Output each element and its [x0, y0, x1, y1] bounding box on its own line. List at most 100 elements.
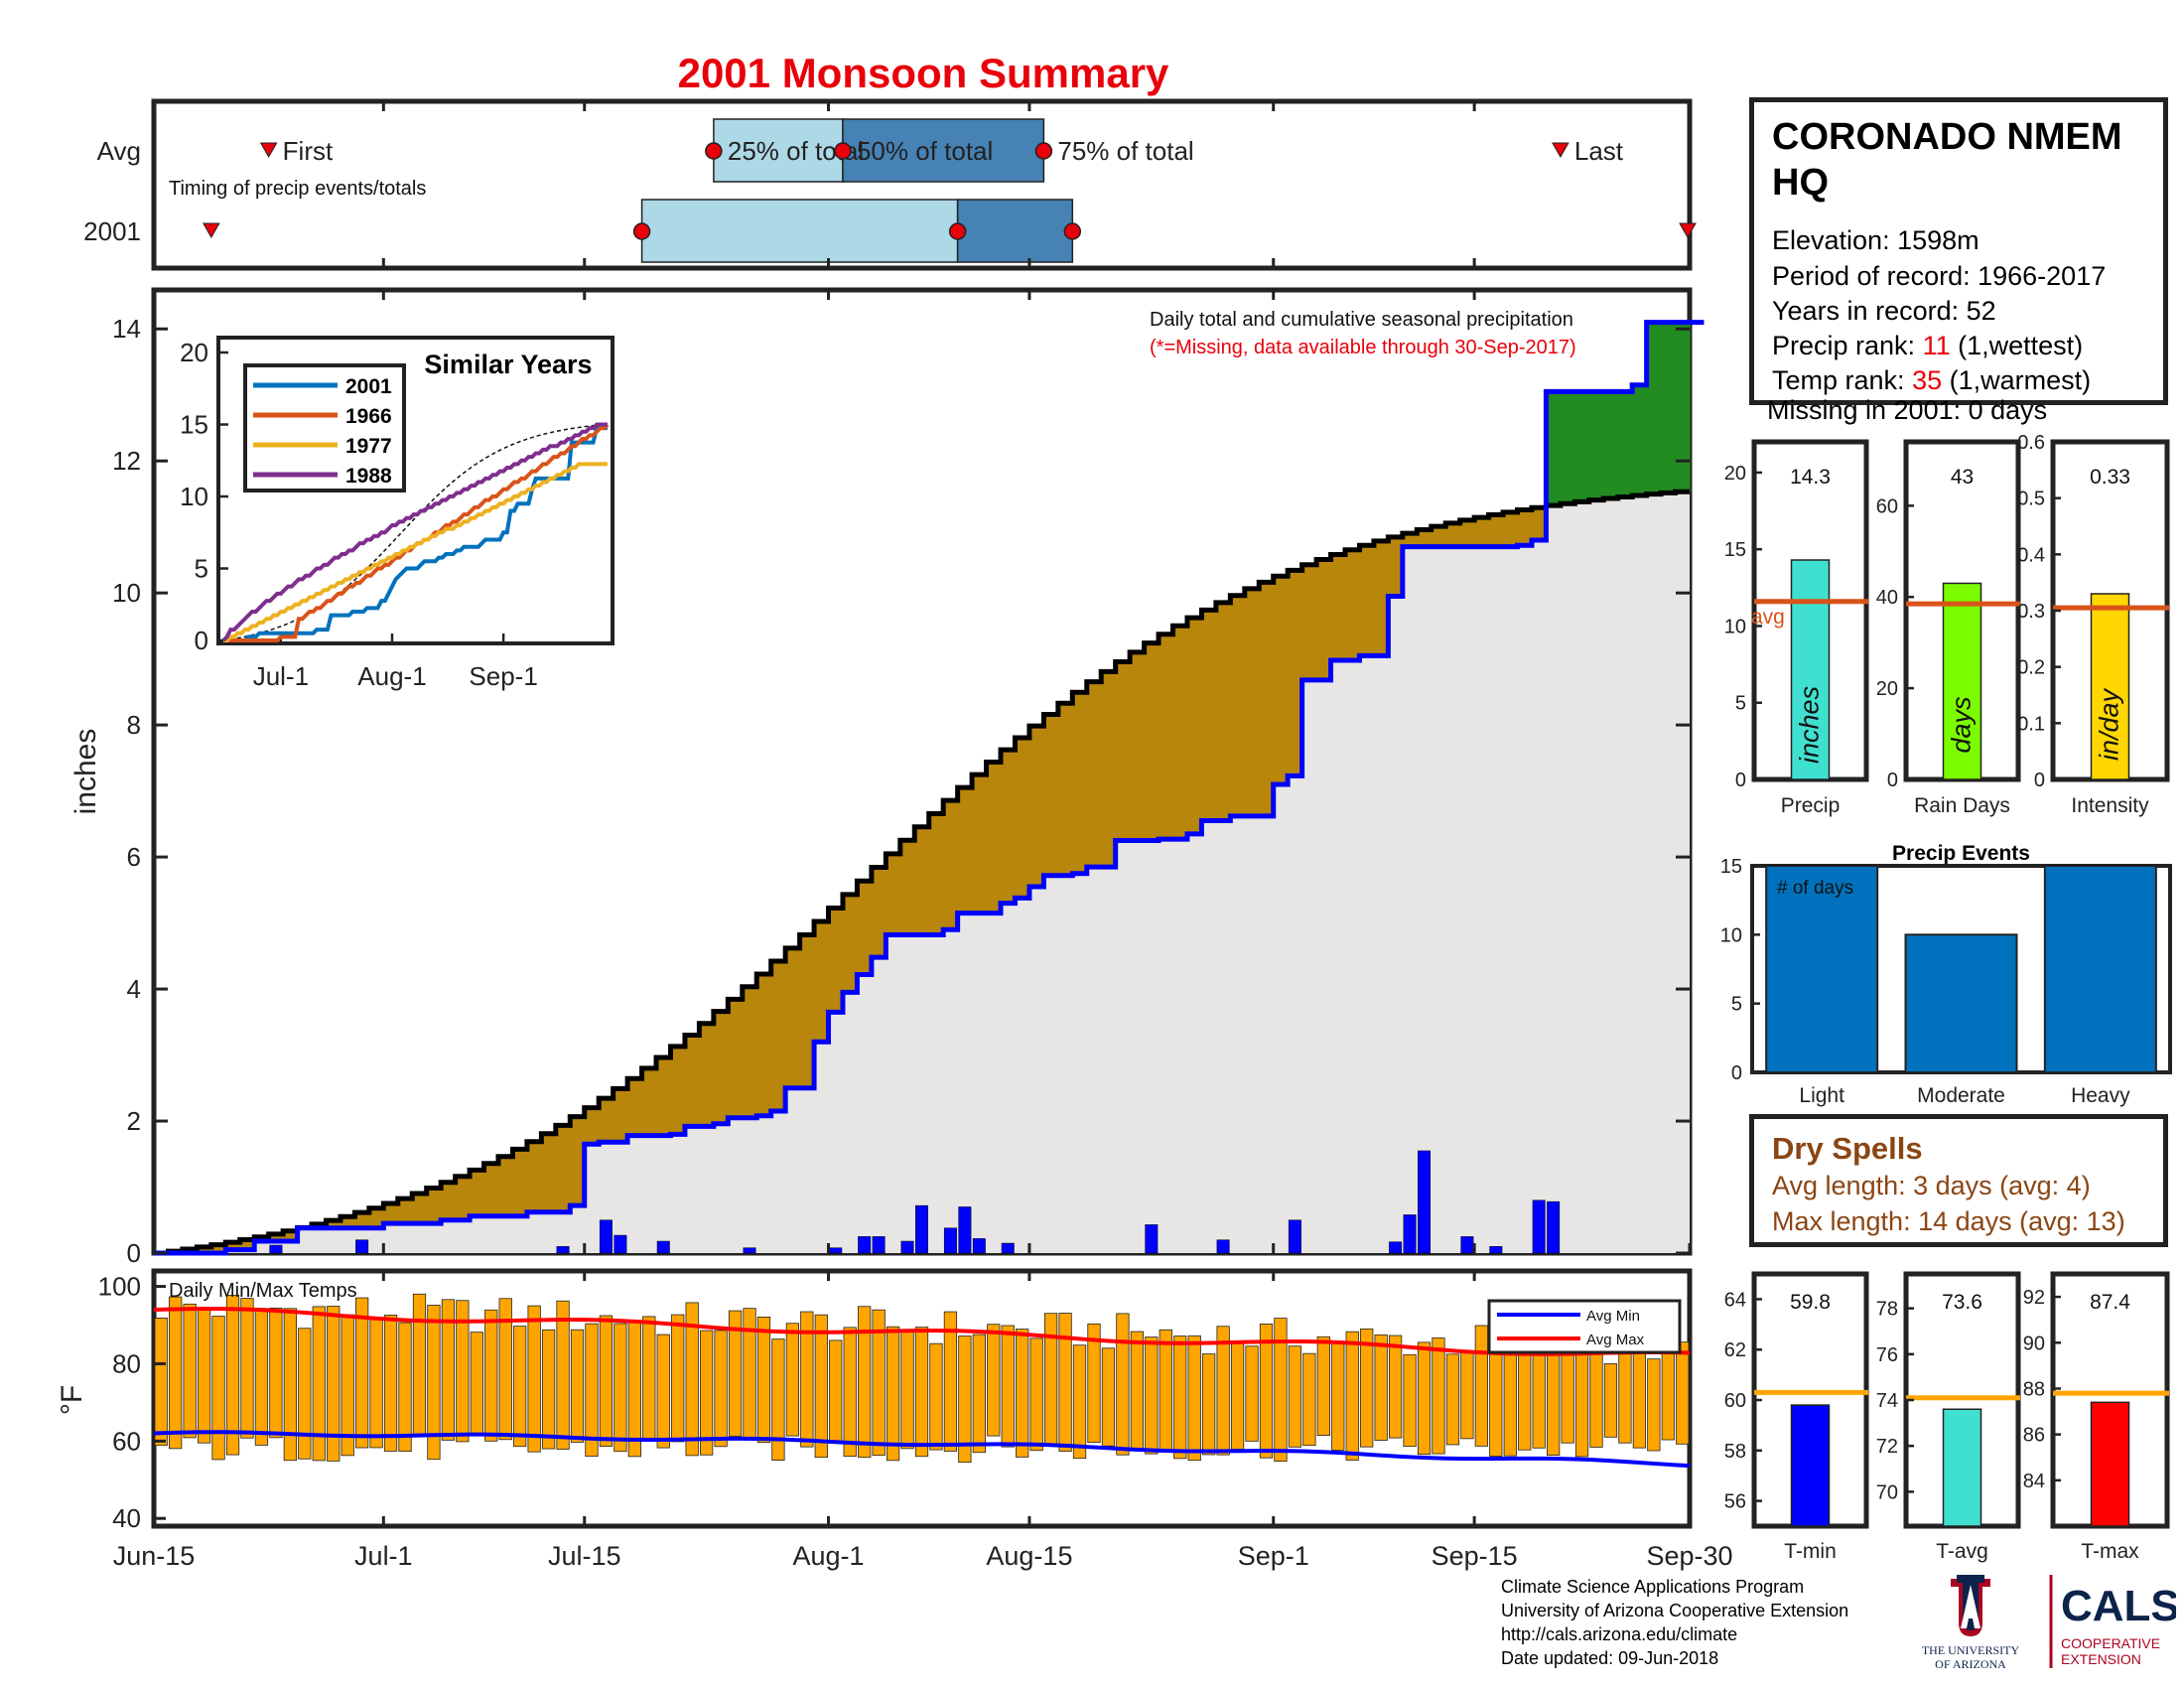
- precip-daily-bar-14: [355, 1239, 369, 1254]
- tavg-value-label: 73.6: [1942, 1291, 1982, 1314]
- tmax-bar: [2090, 1401, 2130, 1527]
- precip-diff-day-76: [1244, 588, 1260, 816]
- precip-bar: [1790, 559, 1831, 780]
- precip-events-xlabel-moderate: Moderate: [1917, 1084, 2005, 1107]
- precip-diff-day-15: [368, 1207, 384, 1228]
- temp-bar-day-11: [312, 1306, 326, 1462]
- temp-ylabel: °F: [56, 1385, 88, 1415]
- precip-diff-day-61: [1028, 726, 1044, 888]
- precip-diff-day-58: [986, 762, 1002, 914]
- temp-bar-day-70: [1159, 1329, 1172, 1452]
- temp-bar-day-20: [441, 1299, 456, 1441]
- temp-bar-day-91: [1460, 1349, 1474, 1440]
- intensity-value-label: 0.33: [2090, 466, 2130, 489]
- credits-line-1: Climate Science Applications Program: [1501, 1577, 1805, 1597]
- timing-2001-first-marker: [202, 222, 220, 239]
- timing-2001-marker-p25: [632, 222, 651, 240]
- rain_days-value-label: 43: [1951, 466, 1974, 489]
- temp-avg-max-line: [153, 1307, 1691, 1356]
- rain_days-ytick-label-0: 0: [1887, 770, 1898, 791]
- precip-daily-bar-88: [1418, 1150, 1432, 1254]
- temp-bar-day-2: [183, 1303, 197, 1439]
- timing-avg-marker-p75: [1034, 142, 1053, 160]
- intensity-ytick-label-6: 0.6: [2017, 432, 2045, 454]
- precip-diff-day-86: [1388, 536, 1404, 597]
- precip-diff-day-52: [899, 840, 915, 935]
- precip-events-ytick-label-0: 0: [1731, 1062, 1742, 1084]
- precip-diff-day-55: [943, 800, 959, 930]
- temp-bar-day-0: [154, 1317, 168, 1446]
- precip-diff-day-88: [1417, 529, 1433, 547]
- temp-bar-day-87: [1403, 1353, 1417, 1448]
- precip-diff-day-90: [1445, 522, 1461, 547]
- precip-diff-day-23: [483, 1163, 499, 1216]
- university-of-arizona-logo: THE UNIVERSITY OF ARIZONA: [1922, 1575, 2019, 1670]
- tmax-ytick-label-84: 84: [2023, 1471, 2045, 1492]
- timing-last-label: Last: [1574, 136, 1624, 166]
- precip-diff-day-22: [470, 1170, 485, 1216]
- temp-bar-day-41: [743, 1308, 756, 1439]
- tmin-bar: [1790, 1404, 1831, 1527]
- precip-daily-bar-69: [1145, 1224, 1159, 1254]
- precip-diff-day-5: [225, 1242, 241, 1250]
- precip-diff-day-39: [713, 1011, 729, 1124]
- precip-daily-bar-87: [1403, 1214, 1417, 1254]
- precip-unit-label: inches: [1795, 686, 1825, 764]
- precip-diff-day-8: [268, 1233, 284, 1242]
- xtick-label-5: Sep-1: [1238, 1541, 1309, 1571]
- tmax-ytick-label-92: 92: [2023, 1287, 2045, 1309]
- intensity-unit-label: in/day: [2095, 687, 2124, 761]
- inset-ytick-label-0: 0: [195, 626, 208, 655]
- rain_days-ytick-label-1: 20: [1876, 678, 1898, 700]
- precip-events-bar-moderate: [1904, 933, 2018, 1073]
- station-name: CORONADO NMEM HQ: [1772, 116, 2122, 204]
- precip-diff-day-62: [1043, 714, 1059, 876]
- temp-bar-day-39: [714, 1330, 728, 1448]
- temp-bar-day-10: [298, 1328, 312, 1460]
- precip-diff-day-12: [326, 1220, 341, 1228]
- precip-diff-day-66: [1101, 671, 1117, 868]
- timing-avg-box-50-75: [842, 118, 1045, 183]
- precip-diff-day-75: [1230, 595, 1246, 816]
- precip-ytick-label-0: 0: [1735, 770, 1746, 791]
- precip-daily-bar-93: [1489, 1246, 1503, 1254]
- temp-bar-day-49: [858, 1306, 872, 1459]
- precip-diff-day-63: [1057, 703, 1073, 876]
- temp-bar-day-35: [656, 1334, 670, 1449]
- dry-spells-title: Dry Spells: [1772, 1131, 1923, 1166]
- temp-bar-day-100: [1589, 1341, 1603, 1448]
- tmin-xlabel: T-min: [1784, 1540, 1837, 1563]
- precip-diff-day-92: [1474, 517, 1490, 547]
- temp-bar-day-93: [1489, 1337, 1503, 1457]
- precip-diff-day-69: [1144, 642, 1160, 841]
- dry-spells-box: Dry Spells Avg length: 3 days (avg: 4) M…: [1749, 1114, 2168, 1247]
- temp-ytick-label-100: 100: [98, 1272, 141, 1302]
- temp-bar-day-25: [513, 1326, 527, 1448]
- temp-bar-day-74: [1216, 1326, 1230, 1456]
- precip-daily-bar-57: [972, 1238, 986, 1254]
- precip-diff-day-3: [197, 1246, 212, 1253]
- precip-diff-day-6: [239, 1239, 255, 1250]
- temp-bar-day-9: [283, 1308, 297, 1462]
- precip-diff-day-42: [756, 974, 772, 1116]
- cals-text: CALS: [2061, 1582, 2176, 1630]
- station-precip-rank: Precip rank: 11 (1,wettest): [1772, 331, 2084, 360]
- inset-xtick-label-0: Jul-1: [253, 661, 309, 691]
- cals-sub-2: EXTENSION: [2061, 1651, 2141, 1667]
- temp-ytick-label-60: 60: [112, 1426, 141, 1456]
- tmax-xlabel: T-max: [2081, 1540, 2139, 1563]
- xtick-label-2: Jul-15: [548, 1541, 621, 1571]
- precip-diff-day-82: [1330, 554, 1346, 660]
- inset-avg-line: [222, 423, 609, 641]
- precip-diff-day-102: [1617, 391, 1633, 497]
- temp-bar-day-17: [398, 1322, 412, 1452]
- timing-avg-first-marker: [259, 142, 278, 159]
- xtick-label-0: Jun-15: [113, 1541, 196, 1571]
- precip-diff-day-81: [1316, 559, 1332, 680]
- precip-daily-bar-50: [872, 1236, 886, 1254]
- temp-legend-label-max: Avg Max: [1586, 1332, 1645, 1348]
- precip-diff-day-70: [1159, 633, 1174, 840]
- precip-daily-bar-96: [1532, 1199, 1546, 1254]
- temp-bar-day-68: [1130, 1331, 1144, 1449]
- precip-diff-day-105: [1661, 322, 1677, 493]
